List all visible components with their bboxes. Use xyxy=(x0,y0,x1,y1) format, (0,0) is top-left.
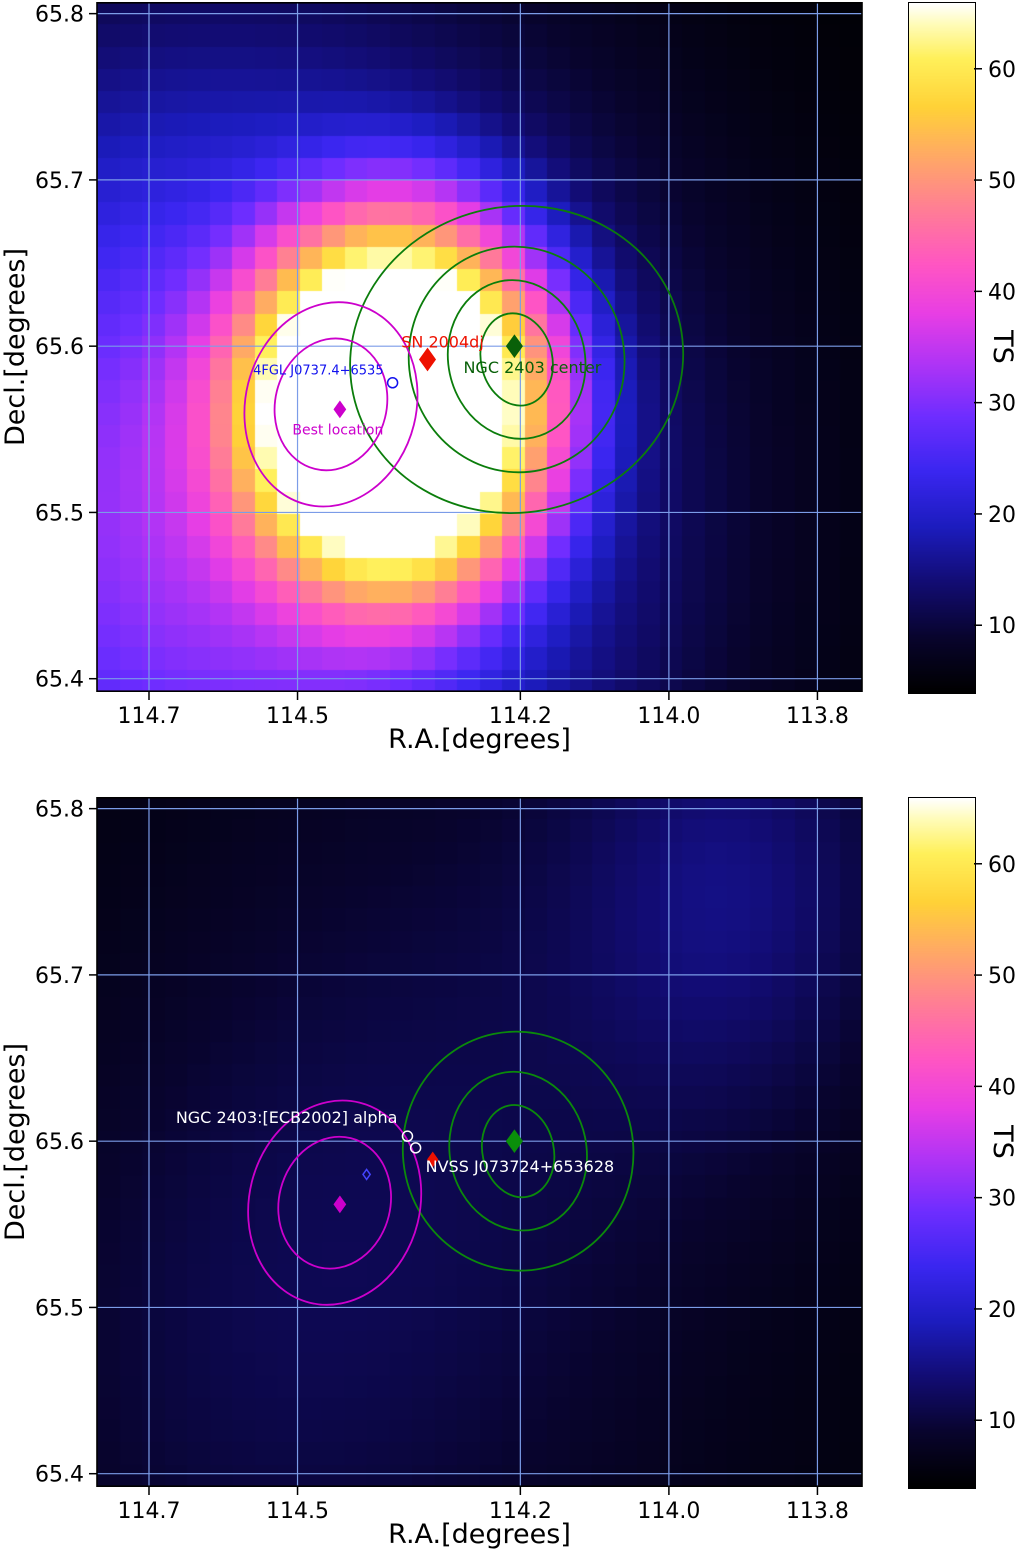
colorbar-tick-label: 20 xyxy=(988,503,1016,528)
magenta-contours xyxy=(273,337,389,472)
y-tick-label: 65.4 xyxy=(35,668,84,693)
4fgl-j0737-label: 4FGL J0737.4+6535 xyxy=(253,364,384,379)
colorbar-tick-label: 10 xyxy=(988,614,1016,639)
best-location-label: Best location xyxy=(292,422,383,438)
x-tick-label: 113.8 xyxy=(786,1499,849,1524)
x-axis-label-top: R.A.[degrees] xyxy=(388,724,571,755)
colorbar-tick-label: 10 xyxy=(988,1409,1016,1434)
colorbar-top xyxy=(908,2,976,694)
4fgl-j0737-marker xyxy=(386,376,399,389)
plot-border xyxy=(96,797,863,1488)
ngc-2403-center-marker xyxy=(505,1129,523,1154)
colorbar-tick-label: 20 xyxy=(988,1298,1016,1323)
green-contours xyxy=(446,279,587,440)
green-contours xyxy=(479,312,554,407)
ts-heatmap-canvas-bottom xyxy=(97,797,862,1487)
best-location-marker xyxy=(333,1195,347,1214)
colorbar-label-bottom: TS xyxy=(987,1125,1018,1159)
nvss-j073724-marker xyxy=(409,1142,422,1154)
y-tick-label: 65.8 xyxy=(35,3,84,28)
y-axis-label-top: Decl.[degrees] xyxy=(0,247,31,447)
colorbar-bottom xyxy=(908,797,976,1489)
magenta-contours xyxy=(277,1135,392,1270)
y-tick-label: 65.7 xyxy=(35,964,84,989)
colorbar-tick-label: 50 xyxy=(988,964,1016,989)
y-tick-label: 65.6 xyxy=(35,335,84,360)
x-tick-label: 114.0 xyxy=(637,1499,700,1524)
plot-overlay-top: 114.7 114.5 114.2 114.0 113.8 65.4 65.5 65.6 65.… xyxy=(35,2,1016,729)
colorbar-tick-label: 60 xyxy=(988,58,1016,83)
colorbar-tick-label: 30 xyxy=(988,392,1016,417)
ecb2002-alpha-label: NGC 2403:[ECB2002] alpha xyxy=(176,1108,398,1127)
x-tick-label: 113.8 xyxy=(786,704,849,729)
green-contours xyxy=(481,1104,556,1199)
y-axis-label-bottom: Decl.[degrees] xyxy=(0,1042,31,1242)
colorbar-tick-label: 40 xyxy=(988,1075,1016,1100)
x-tick-label: 114.7 xyxy=(117,1499,180,1524)
plot-border xyxy=(96,2,863,693)
ngc-2403-center-marker xyxy=(505,334,523,359)
green-contours xyxy=(448,1070,588,1232)
green-contours xyxy=(349,204,685,514)
magenta-contours xyxy=(247,1099,423,1306)
x-tick-label: 114.5 xyxy=(266,704,329,729)
y-tick-label: 65.5 xyxy=(35,1296,84,1321)
colorbar-tick-label: 40 xyxy=(988,280,1016,305)
x-tick-label: 114.0 xyxy=(637,704,700,729)
green-contours xyxy=(401,1030,635,1272)
plot-overlay-bottom: 114.7 114.5 114.2 114.0 113.8 65.4 65.5 65.6 65.… xyxy=(35,797,1016,1524)
magenta-contours xyxy=(243,301,419,508)
colorbar-tick-label: 50 xyxy=(988,169,1016,194)
y-tick-label: 65.4 xyxy=(35,1463,84,1488)
nvss-j073724-label: NVSS J073724+653628 xyxy=(426,1157,615,1176)
green-contours xyxy=(407,245,626,474)
y-tick-label: 65.5 xyxy=(35,501,84,526)
x-tick-label: 114.2 xyxy=(489,704,552,729)
x-tick-label: 114.7 xyxy=(117,704,180,729)
x-tick-label: 114.5 xyxy=(266,1499,329,1524)
x-tick-label: 114.2 xyxy=(489,1499,552,1524)
sn-2004dj-label: SN 2004dj xyxy=(401,332,484,351)
best-location-marker xyxy=(333,400,347,419)
colorbar-tick-label: 30 xyxy=(988,1187,1016,1212)
ts-heatmap-canvas-top xyxy=(97,2,862,692)
ecb2002-alpha-marker xyxy=(401,1130,414,1142)
ngc-2403-center-label: NGC 2403 center xyxy=(463,358,601,377)
colorbar-tick-label: 60 xyxy=(988,853,1016,878)
sn-2004dj-marker xyxy=(418,347,437,372)
colorbar-label-top: TS xyxy=(987,330,1018,364)
y-tick-label: 65.6 xyxy=(35,1130,84,1155)
y-tick-label: 65.8 xyxy=(35,798,84,823)
x-axis-label-bottom: R.A.[degrees] xyxy=(388,1519,571,1550)
y-tick-label: 65.7 xyxy=(35,169,84,194)
4fgl-j0737-marker xyxy=(362,1168,372,1181)
sn-2004dj-marker xyxy=(427,1151,439,1168)
